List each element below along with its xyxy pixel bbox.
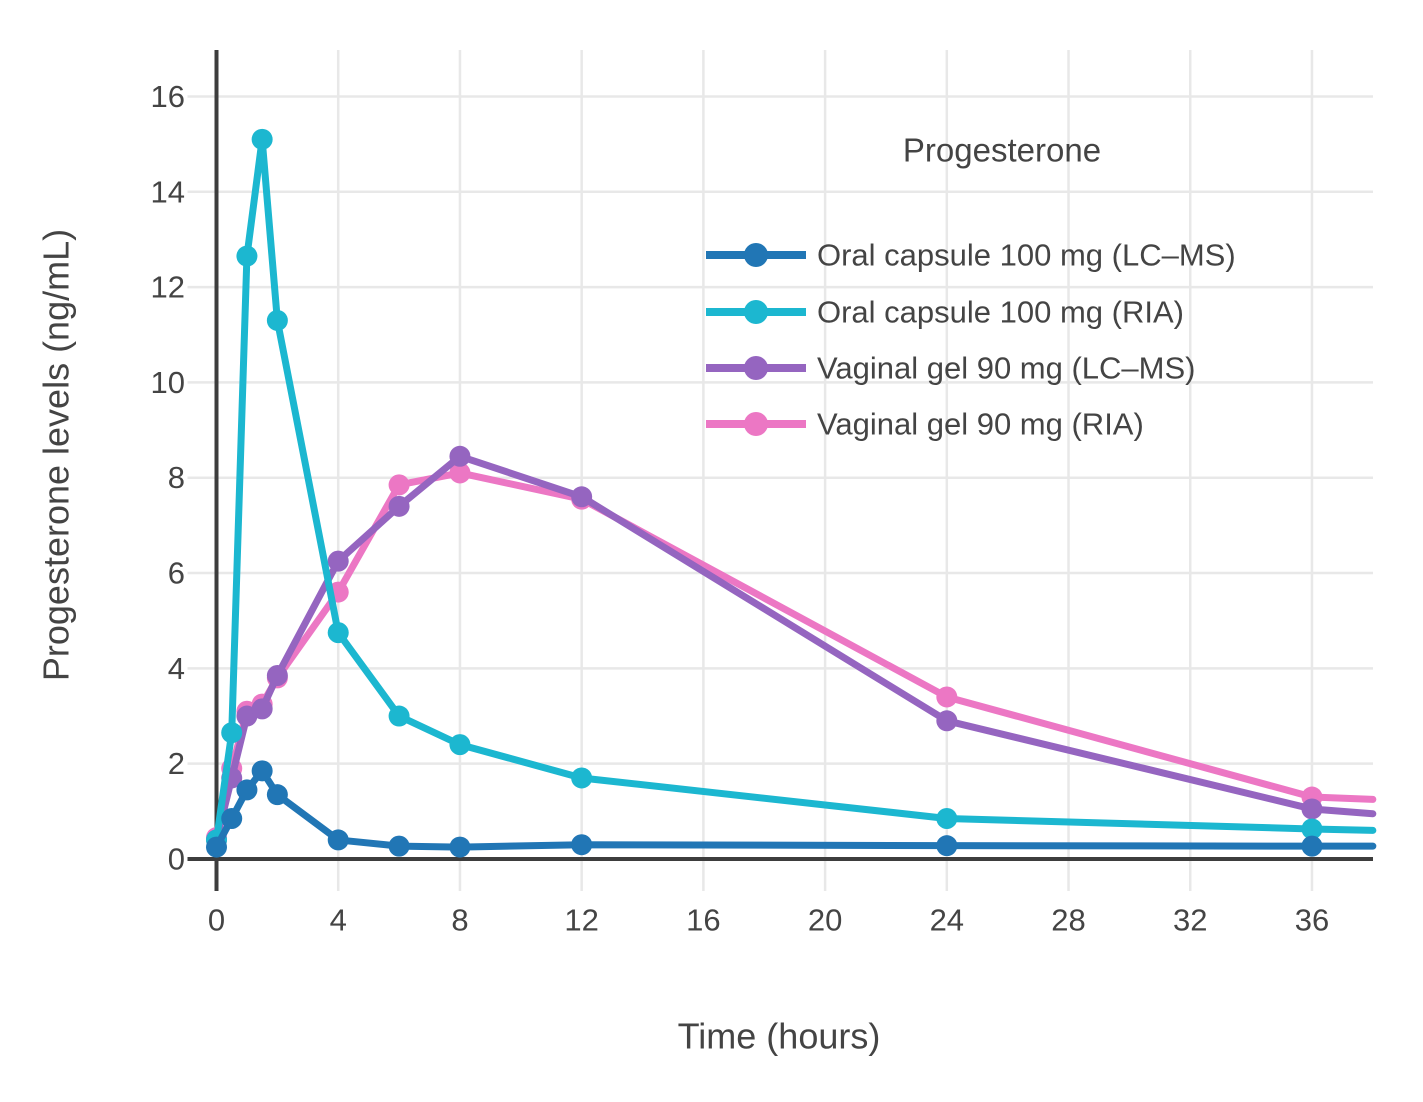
x-tick-label: 28 [1051, 903, 1085, 938]
data-point-marker [236, 779, 258, 801]
legend-item-1: Oral capsule 100 mg (RIA) [706, 295, 1184, 330]
data-point-marker [266, 784, 288, 806]
axis-spines [187, 50, 1373, 891]
y-tick-label: 2 [168, 746, 185, 781]
legend-item-label: Vaginal gel 90 mg (RIA) [817, 407, 1144, 442]
legend-marker-swatch [744, 356, 768, 380]
data-point-marker [936, 686, 958, 708]
legend: Oral capsule 100 mg (LC–MS) Oral capsule … [706, 238, 1236, 442]
data-point-marker [221, 807, 243, 829]
x-tick-label: 24 [930, 903, 964, 938]
data-point-marker [236, 245, 258, 267]
data-point-marker [388, 835, 410, 857]
data-point-marker [449, 836, 471, 858]
data-point-marker [1301, 835, 1323, 857]
y-axis-title: Progesterone levels (ng/mL) [36, 229, 77, 681]
y-tick-label: 6 [168, 556, 185, 591]
data-point-marker [1301, 818, 1323, 840]
legend-item-label: Vaginal gel 90 mg (LC–MS) [817, 351, 1196, 386]
legend-item-2: Vaginal gel 90 mg (LC–MS) [706, 351, 1196, 386]
y-tick-label: 14 [151, 174, 185, 209]
data-point-marker [251, 128, 273, 150]
data-point-marker [571, 486, 593, 508]
data-point-marker [221, 722, 243, 744]
x-tick-label: 12 [564, 903, 598, 938]
data-point-marker [936, 710, 958, 732]
data-point-marker [449, 462, 471, 484]
y-tick-label: 0 [168, 842, 185, 877]
legend-item-3: Vaginal gel 90 mg (RIA) [706, 407, 1144, 442]
data-point-marker [266, 309, 288, 331]
legend-item-label: Oral capsule 100 mg (RIA) [817, 295, 1184, 330]
x-tick-label: 0 [208, 903, 225, 938]
y-tick-label: 4 [168, 651, 185, 686]
axis-ticks [187, 95, 1314, 891]
legend-marker-swatch [744, 243, 768, 267]
data-point-marker [571, 834, 593, 856]
legend-marker-swatch [744, 412, 768, 436]
y-tick-label: 16 [151, 79, 185, 114]
x-tick-label: 8 [451, 903, 468, 938]
x-tick-label: 20 [808, 903, 842, 938]
data-series [206, 128, 1377, 858]
series-line [213, 452, 1377, 844]
x-tick-label: 16 [686, 903, 720, 938]
data-point-marker [449, 734, 471, 756]
data-point-marker [388, 705, 410, 727]
series-line [213, 135, 1377, 844]
data-point-marker [266, 665, 288, 687]
x-tick-label: 36 [1295, 903, 1329, 938]
legend-marker-swatch [744, 300, 768, 324]
x-tick-label: 4 [330, 903, 347, 938]
data-point-marker [327, 829, 349, 851]
legend-item-label: Oral capsule 100 mg (LC–MS) [817, 238, 1236, 273]
y-tick-label: 12 [151, 270, 185, 305]
data-point-marker [936, 835, 958, 857]
data-point-marker [1301, 798, 1323, 820]
data-point-marker [251, 760, 273, 782]
series-0 [206, 760, 1377, 858]
data-point-marker [388, 474, 410, 496]
data-point-marker [251, 698, 273, 720]
data-point-marker [449, 445, 471, 467]
x-tick-label: 32 [1173, 903, 1207, 938]
data-point-marker [327, 550, 349, 572]
x-axis-title: Time (hours) [678, 1016, 881, 1057]
data-point-marker [388, 495, 410, 517]
legend-item-0: Oral capsule 100 mg (LC–MS) [706, 238, 1236, 273]
data-point-marker [571, 767, 593, 789]
data-point-marker [206, 836, 227, 858]
legend-title: Progesterone [903, 132, 1101, 169]
gridlines [216, 50, 1373, 859]
data-point-marker [327, 622, 349, 644]
y-tick-label: 10 [151, 365, 185, 400]
y-tick-label: 8 [168, 460, 185, 495]
series-2 [206, 445, 1377, 851]
data-point-marker [936, 807, 958, 829]
